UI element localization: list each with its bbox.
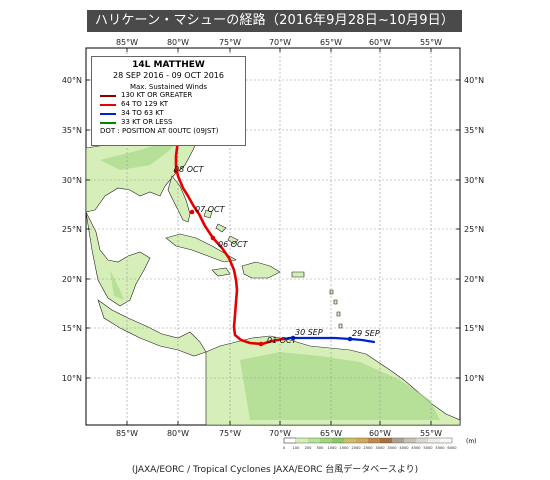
lat-label-right: 15°N — [464, 324, 484, 333]
legend-label: 64 TO 129 KT — [121, 100, 169, 108]
date-label-30-sep: 30 SEP — [295, 328, 323, 337]
lat-label-right: 20°N — [464, 275, 484, 284]
legend-label: 130 KT OR GREATER — [121, 91, 193, 99]
lon-label-top: 55°W — [420, 38, 442, 47]
track-dot-07-oct — [189, 209, 195, 215]
lon-labels-top: 85°W 80°W 75°W 70°W 65°W 60°W 55°W — [116, 38, 442, 47]
florida-land — [167, 175, 191, 223]
date-label-01-oct: 01 OCT — [267, 336, 298, 345]
lat-label-left: 35°N — [62, 126, 82, 135]
date-label-07-oct: 07 OCT — [195, 205, 226, 214]
lon-label-top: 60°W — [369, 38, 391, 47]
lon-label-bottom: 65°W — [320, 429, 342, 438]
lon-label-top: 80°W — [167, 38, 189, 47]
lon-label-top: 85°W — [116, 38, 138, 47]
lat-label-right: 40°N — [464, 76, 484, 85]
lon-label-top: 65°W — [320, 38, 342, 47]
lat-label-left: 40°N — [62, 76, 82, 85]
puerto-rico-land — [291, 271, 305, 278]
legend-box: 14L MATTHEW 28 SEP 2016 - 09 OCT 2016 Ma… — [91, 56, 246, 146]
graticule — [86, 48, 460, 425]
lon-label-bottom: 75°W — [219, 429, 241, 438]
elevation-colorbar: 0 100 200 500 1000 1500 2000 2500 3000 3… — [283, 437, 457, 450]
legend-swatch — [100, 121, 116, 124]
track-dots — [173, 168, 353, 347]
lat-label-left: 25°N — [62, 225, 82, 234]
date-label-29-sep: 29 SEP — [352, 329, 380, 338]
lon-label-bottom: 60°W — [369, 429, 391, 438]
bahamas-land — [203, 209, 239, 245]
tick-marks — [86, 48, 460, 425]
lon-label-top: 75°W — [219, 38, 241, 47]
colorbar-label: 1500 — [339, 446, 349, 450]
legend-storm-name: 14L MATTHEW — [132, 60, 205, 70]
lat-label-right: 35°N — [464, 126, 484, 135]
lon-labels-bottom: 85°W 80°W 75°W 70°W 65°W 60°W 55°W — [116, 429, 442, 438]
legend-swatch — [100, 94, 116, 97]
date-label-08-oct: 08 OCT — [174, 165, 205, 174]
central-america-land — [97, 299, 207, 357]
lon-label-top: 70°W — [269, 38, 291, 47]
legend-row-130kt: 130 KT OR GREATER — [100, 91, 245, 100]
lat-label-left: 10°N — [62, 374, 82, 383]
lat-label-left: 30°N — [62, 176, 82, 185]
hispaniola-land — [241, 261, 281, 279]
source-credit: (JAXA/EORC / Tropical Cyclones JAXA/EORC… — [131, 465, 419, 475]
lat-labels-left: 40°N 35°N 30°N 25°N 20°N 15°N 10°N — [62, 76, 82, 383]
lat-label-right: 10°N — [464, 374, 484, 383]
cuba-land — [165, 233, 237, 263]
track-dot-06-oct — [210, 235, 216, 241]
legend-period: 28 SEP 2016 - 09 OCT 2016 — [113, 71, 224, 80]
lon-label-bottom: 85°W — [116, 429, 138, 438]
lat-label-right: 25°N — [464, 225, 484, 234]
lat-label-right: 30°N — [464, 176, 484, 185]
track-dot-29-sep — [347, 336, 353, 342]
lon-label-bottom: 55°W — [420, 429, 442, 438]
lon-label-bottom: 70°W — [269, 429, 291, 438]
legend-heading: Max. Sustained Winds — [129, 83, 208, 91]
legend-label: 34 TO 63 KT — [121, 109, 164, 117]
track-dot-01-oct — [258, 341, 264, 347]
track-dot-30-sep — [290, 335, 296, 341]
date-labels: 29 SEP 30 SEP 01 OCT 06 OCT 07 OCT 08 OC… — [174, 165, 380, 345]
colorbar-label: 3500 — [387, 446, 397, 450]
legend-swatch — [100, 112, 116, 115]
track-dot-08-oct — [173, 168, 179, 174]
terrain-shade — [100, 110, 440, 420]
lat-labels-right: 40°N 35°N 30°N 25°N 20°N 15°N 10°N — [464, 76, 484, 383]
colorbar-label: 3000 — [375, 446, 385, 450]
colorbar-unit: (m) — [466, 438, 477, 445]
colorbar-label: 4000 — [399, 446, 409, 450]
colorbar-label: 0 — [283, 446, 286, 450]
legend-swatch — [100, 103, 116, 106]
date-label-06-oct: 06 OCT — [218, 240, 249, 249]
track-segment-hurricane — [174, 130, 285, 346]
colorbar-label: 4500 — [411, 446, 421, 450]
colorbar-label: 5000 — [423, 446, 433, 450]
lat-label-left: 15°N — [62, 324, 82, 333]
colorbar-label: 100 — [293, 446, 301, 450]
legend-row-34kt: 34 TO 63 KT — [100, 109, 245, 118]
colorbar-label: 2000 — [351, 446, 361, 450]
lat-label-left: 20°N — [62, 275, 82, 284]
map-title: ハリケーン・マシューの経路（2016年9月28日~10月9日） — [87, 10, 462, 32]
colorbar-label: 2500 — [363, 446, 373, 450]
colorbar-label: 200 — [305, 446, 313, 450]
colorbar-label: 5500 — [435, 446, 445, 450]
lon-label-bottom: 80°W — [167, 429, 189, 438]
legend-dot-note: DOT : POSITION AT 00UTC (09JST) — [100, 127, 219, 135]
colorbar-label: 6000 — [447, 446, 457, 450]
legend-row-64kt: 64 TO 129 KT — [100, 100, 245, 109]
legend-label: 33 KT OR LESS — [121, 118, 173, 126]
legend-row-33kt: 33 KT OR LESS — [100, 118, 245, 127]
colorbar-label: 1000 — [327, 446, 337, 450]
colorbar-label: 500 — [317, 446, 325, 450]
mexico-land — [85, 211, 151, 307]
